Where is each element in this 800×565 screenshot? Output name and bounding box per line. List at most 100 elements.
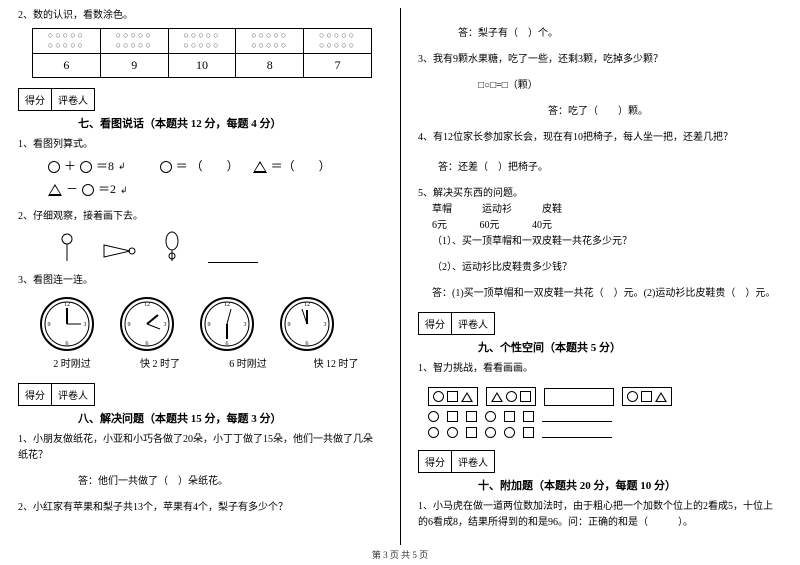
section-7-title: 七、看图说话（本题共 12 分，每题 4 分）	[78, 115, 382, 131]
score-box-9: 得分 评卷人	[418, 312, 495, 335]
q-num-recog: 2、数的认识，看数涂色。 ○○○○○○○○○○ ○○○○○○○○○○ ○○○○○…	[18, 8, 382, 78]
clock-icon: 12 3 6 9	[38, 295, 96, 353]
r-a4: 答：还差（ ）把椅子。	[438, 160, 782, 176]
circle-icon	[160, 161, 172, 173]
svg-text:6: 6	[306, 341, 309, 347]
s7-q2-text: 2、仔细观察，接着画下去。	[18, 209, 382, 225]
blank-line[interactable]	[542, 426, 612, 438]
num-0: 6	[33, 53, 101, 77]
s8-q2: 2、小红家有苹果和梨子共13个，苹果有4个，梨子有多少个？	[18, 500, 382, 516]
svg-text:9: 9	[208, 322, 211, 328]
svg-text:3: 3	[324, 322, 327, 328]
eq-row-2: － ＝2 ↲	[48, 180, 382, 199]
r-eq3: □○□=□（颗）	[478, 78, 782, 94]
triangle-icon	[253, 161, 267, 173]
shape-pattern-row2	[428, 410, 782, 422]
svg-text:3: 3	[244, 322, 247, 328]
s8-a1: 答：他们一共做了（ ）朵纸花。	[78, 474, 382, 490]
circle-icon	[447, 427, 458, 438]
triangle-icon	[48, 184, 62, 196]
tail: ↲	[120, 183, 128, 197]
s7-q1: 1、看图列算式。 ＋ ＝8 ↲ ＝ （ ） ＝（ ） － ＝2 ↲	[18, 137, 382, 199]
flag-icon	[102, 243, 136, 263]
score-box-8: 得分 评卷人	[18, 383, 95, 406]
blank-line[interactable]	[542, 410, 612, 422]
s7-q1-text: 1、看图列算式。	[18, 137, 382, 153]
square-icon	[466, 427, 477, 438]
grader-label: 评卷人	[452, 313, 494, 334]
circles-2: ○○○○○○○○○○	[168, 29, 236, 54]
grader-label: 评卷人	[452, 451, 494, 472]
num-4: 7	[304, 53, 372, 77]
svg-text:9: 9	[128, 322, 131, 328]
circles-4: ○○○○○○○○○○	[304, 29, 372, 54]
circle-icon	[80, 161, 92, 173]
circles-3: ○○○○○○○○○○	[236, 29, 304, 54]
svg-text:6: 6	[226, 341, 229, 347]
r-q5: 5、解决买东西的问题。 草帽 运动衫 皮鞋 6元 60元 40元 （1）、买一顶…	[418, 186, 782, 302]
r-q3: 3、我有9颗水果糖，吃了一些，还剩3颗，吃掉多少颗？	[418, 52, 782, 68]
blank-draw[interactable]	[208, 251, 258, 263]
svg-text:3: 3	[164, 322, 167, 328]
eq-row-1: ＋ ＝8 ↲ ＝ （ ） ＝（ ）	[48, 157, 382, 176]
clock-label-3: 快 12 时了	[306, 357, 366, 373]
q5-ans: 答：(1)买一顶草帽和一双皮鞋一共花（ ）元。(2)运动衫比皮鞋贵（ ）元。	[432, 286, 782, 302]
eq8: ＝8	[96, 157, 114, 176]
circle-icon	[504, 427, 515, 438]
score-label: 得分	[19, 89, 52, 110]
shape-pattern-row1	[428, 387, 782, 406]
clock-icon: 12369	[278, 295, 336, 353]
num-2: 10	[168, 53, 236, 77]
s7-q3-text: 3、看图连一连。	[18, 273, 382, 289]
q5-p1: （1）、买一顶草帽和一双皮鞋一共花多少元？	[432, 234, 782, 250]
svg-text:12: 12	[64, 302, 70, 308]
q5-p2: （2）、运动衫比皮鞋贵多少钱？	[432, 260, 782, 276]
circle-icon	[428, 427, 439, 438]
svg-text:3: 3	[84, 322, 87, 328]
circle-icon	[82, 184, 94, 196]
score-box-7: 得分 评卷人	[18, 88, 95, 111]
num-3: 8	[236, 53, 304, 77]
section-9-title: 九、个性空间（本题共 5 分）	[478, 339, 782, 355]
section-8-title: 八、解决问题（本题共 15 分，每题 3 分）	[78, 410, 382, 426]
clock-icon: 12369	[118, 295, 176, 353]
page-footer: 第 3 页 共 5 页	[0, 548, 800, 561]
clock-row: 12 3 6 9 12 3 6 9 12 3 6 9 12 3 6 9	[38, 295, 382, 353]
circle-icon	[485, 411, 496, 422]
shape-group	[622, 387, 672, 406]
s8-q1: 1、小朋友做纸花，小亚和小巧各做了20朵，小丁丁做了15朵，他们一共做了几朵纸花…	[18, 432, 382, 464]
s10-q1: 1、小马虎在做一道两位数加法时，由于粗心把一个加数个位上的2看成5，十位上的6看…	[418, 499, 782, 531]
score-label: 得分	[419, 313, 452, 334]
pin-icon	[58, 233, 76, 263]
svg-text:9: 9	[288, 322, 291, 328]
svg-text:12: 12	[144, 302, 150, 308]
shape-pattern-row3	[428, 426, 782, 438]
svg-text:6: 6	[66, 341, 69, 347]
plus: ＋	[64, 157, 76, 176]
tri-ans: ＝（ ）	[271, 157, 331, 176]
r-a3: 答：吃了（ ）颗。	[548, 104, 782, 120]
shape-group	[486, 387, 536, 406]
eq2: ＝2	[98, 180, 116, 199]
svg-text:9: 9	[48, 322, 51, 328]
s9-q1: 1、智力挑战，看看画画。	[418, 361, 782, 377]
tail: ↲	[118, 159, 126, 173]
shape-blank[interactable]	[544, 388, 614, 406]
grader-label: 评卷人	[52, 384, 94, 405]
s7-q2: 2、仔细观察，接着画下去。	[18, 209, 382, 263]
q5-row2: 6元 60元 40元	[432, 218, 782, 234]
svg-text:12: 12	[224, 302, 230, 308]
pictograms	[58, 231, 382, 263]
circles-0: ○○○○○○○○○○	[33, 29, 101, 54]
circle-icon	[428, 411, 439, 422]
clock-icon: 12 3 6 9	[198, 295, 256, 353]
r-q4: 4、有12位家长参加家长会，现在有10把椅子，每人坐一把，还差几把？	[418, 130, 782, 146]
num-table: ○○○○○○○○○○ ○○○○○○○○○○ ○○○○○○○○○○ ○○○○○○○…	[32, 28, 372, 78]
clock-label-1: 快 2 时了	[130, 357, 190, 373]
a-pear: 答：梨子有（ ）个。	[458, 26, 782, 42]
square-icon	[466, 411, 477, 422]
num-1: 9	[100, 53, 168, 77]
clock-label-0: 2 时刚过	[42, 357, 102, 373]
circle-icon	[48, 161, 60, 173]
grader-label: 评卷人	[52, 89, 94, 110]
